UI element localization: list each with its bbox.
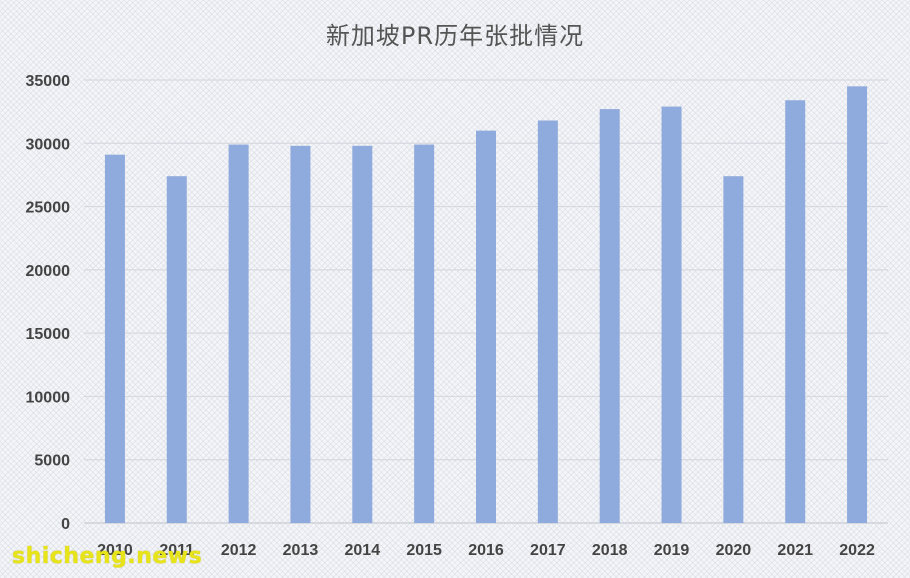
bar-2020 — [723, 176, 744, 524]
x-tick-label-2020: 2020 — [716, 542, 752, 559]
x-tick-label-2019: 2019 — [654, 542, 690, 559]
bar-2010 — [104, 154, 125, 524]
y-tick-label: 20000 — [26, 263, 71, 280]
bar-2017 — [537, 120, 558, 523]
bar-2012 — [228, 144, 249, 523]
x-tick-label-2016: 2016 — [468, 542, 504, 559]
x-tick-label-2015: 2015 — [406, 542, 442, 559]
x-tick-label-2022: 2022 — [839, 542, 875, 559]
x-tick-label-2014: 2014 — [345, 542, 381, 559]
bar-2014 — [352, 145, 373, 523]
bar-2022 — [847, 86, 868, 523]
chart-title: 新加坡PR历年张批情况 — [325, 22, 585, 50]
y-tick-label: 10000 — [26, 389, 71, 406]
y-tick-label: 30000 — [26, 136, 71, 153]
bar-2021 — [785, 100, 806, 523]
y-tick-label: 25000 — [26, 200, 71, 217]
y-tick-label: 0 — [61, 516, 70, 533]
y-tick-label: 35000 — [26, 73, 71, 90]
x-tick-label-2010: 2010 — [97, 542, 133, 559]
y-tick-label: 5000 — [34, 453, 70, 470]
bar-2016 — [476, 130, 496, 523]
x-tick-label-2013: 2013 — [283, 542, 319, 559]
bar-2019 — [661, 106, 682, 523]
x-tick-label-2018: 2018 — [592, 542, 628, 559]
watermark-text: shicheng.news — [12, 544, 203, 569]
x-tick-label-2012: 2012 — [221, 542, 257, 559]
bar-2013 — [290, 145, 311, 523]
x-tick-label-2011: 2011 — [159, 542, 194, 559]
bar-2015 — [414, 144, 435, 523]
x-tick-label-2021: 2021 — [777, 542, 813, 559]
bar-2018 — [599, 109, 620, 524]
bar-2011 — [166, 176, 187, 524]
y-tick-label: 15000 — [26, 326, 71, 343]
x-tick-label-2017: 2017 — [530, 542, 566, 559]
